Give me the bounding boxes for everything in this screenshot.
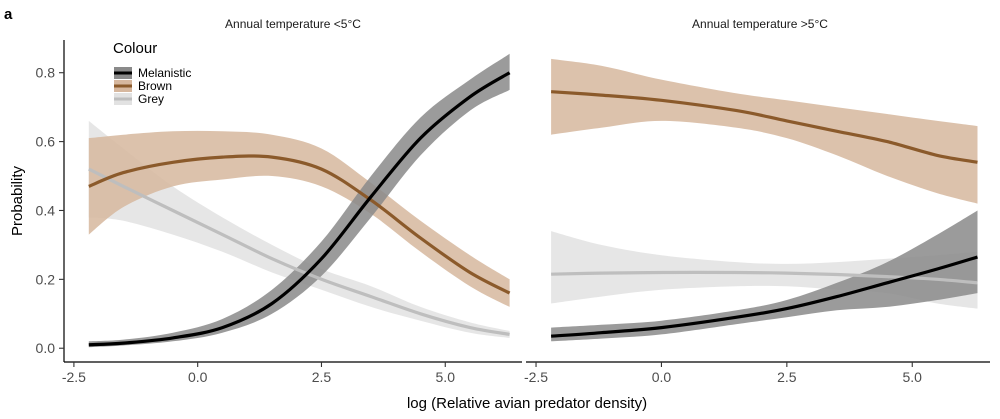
x-tick-label: 5.0 — [436, 369, 456, 385]
y-tick-label: 0.0 — [36, 340, 56, 356]
x-tick-label: 2.5 — [777, 369, 797, 385]
confidence-bands-left — [88, 53, 510, 348]
band-brown-panel-2 — [551, 58, 978, 204]
x-tick-label: -2.5 — [62, 369, 86, 385]
band-brown-panel-1 — [88, 130, 510, 307]
strip-title-right: Annual temperature >5°C — [692, 17, 828, 31]
series-lines-right — [550, 90, 978, 338]
panel-label: a — [4, 6, 13, 23]
strip-title-left: Annual temperature <5°C — [225, 17, 361, 31]
y-axis-title: Probability — [9, 165, 26, 236]
legend-label-grey: Grey — [138, 92, 164, 106]
x-tick-label: 0.0 — [652, 369, 672, 385]
x-tick-label: 2.5 — [312, 369, 332, 385]
x-tick-label: 5.0 — [903, 369, 923, 385]
line-grey-panel-1 — [88, 167, 510, 336]
x-tick-label: -2.5 — [524, 369, 548, 385]
line-melanistic-panel-1 — [88, 71, 511, 347]
y-tick-label: 0.8 — [36, 65, 56, 81]
x-axis-title: log (Relative avian predator density) — [407, 395, 647, 412]
panel-right: Annual temperature >5°C -2.5 0.0 2.5 5.0 — [524, 17, 990, 385]
line-grey-panel-2 — [551, 270, 978, 285]
line-brown-panel-2 — [551, 90, 978, 164]
y-tick-label: 0.2 — [36, 271, 56, 287]
line-brown-panel-1 — [88, 154, 511, 295]
line-melanistic-panel-2 — [550, 255, 978, 338]
band-grey-panel-1 — [88, 120, 510, 338]
y-tick-label: 0.6 — [36, 134, 56, 150]
series-lines-left — [88, 71, 511, 347]
legend-label-brown: Brown — [138, 79, 172, 93]
band-melanistic-panel-1 — [88, 53, 510, 348]
y-tick-label: 0.4 — [36, 202, 56, 218]
legend-title: Colour — [113, 40, 157, 57]
confidence-bands-right — [551, 58, 978, 342]
x-tick-label: 0.0 — [188, 369, 208, 385]
legend-label-melanistic: Melanistic — [138, 66, 191, 80]
panel-left: Annual temperature <5°C 0.00.20.40.60.8 … — [36, 17, 522, 385]
y-ticks: 0.0 0.2 0.4 0.6 0.8 — [36, 65, 64, 356]
x-ticks-left: -2.5 0.0 2.5 5.0 — [62, 362, 455, 385]
x-ticks-right: -2.5 0.0 2.5 5.0 — [524, 362, 922, 385]
